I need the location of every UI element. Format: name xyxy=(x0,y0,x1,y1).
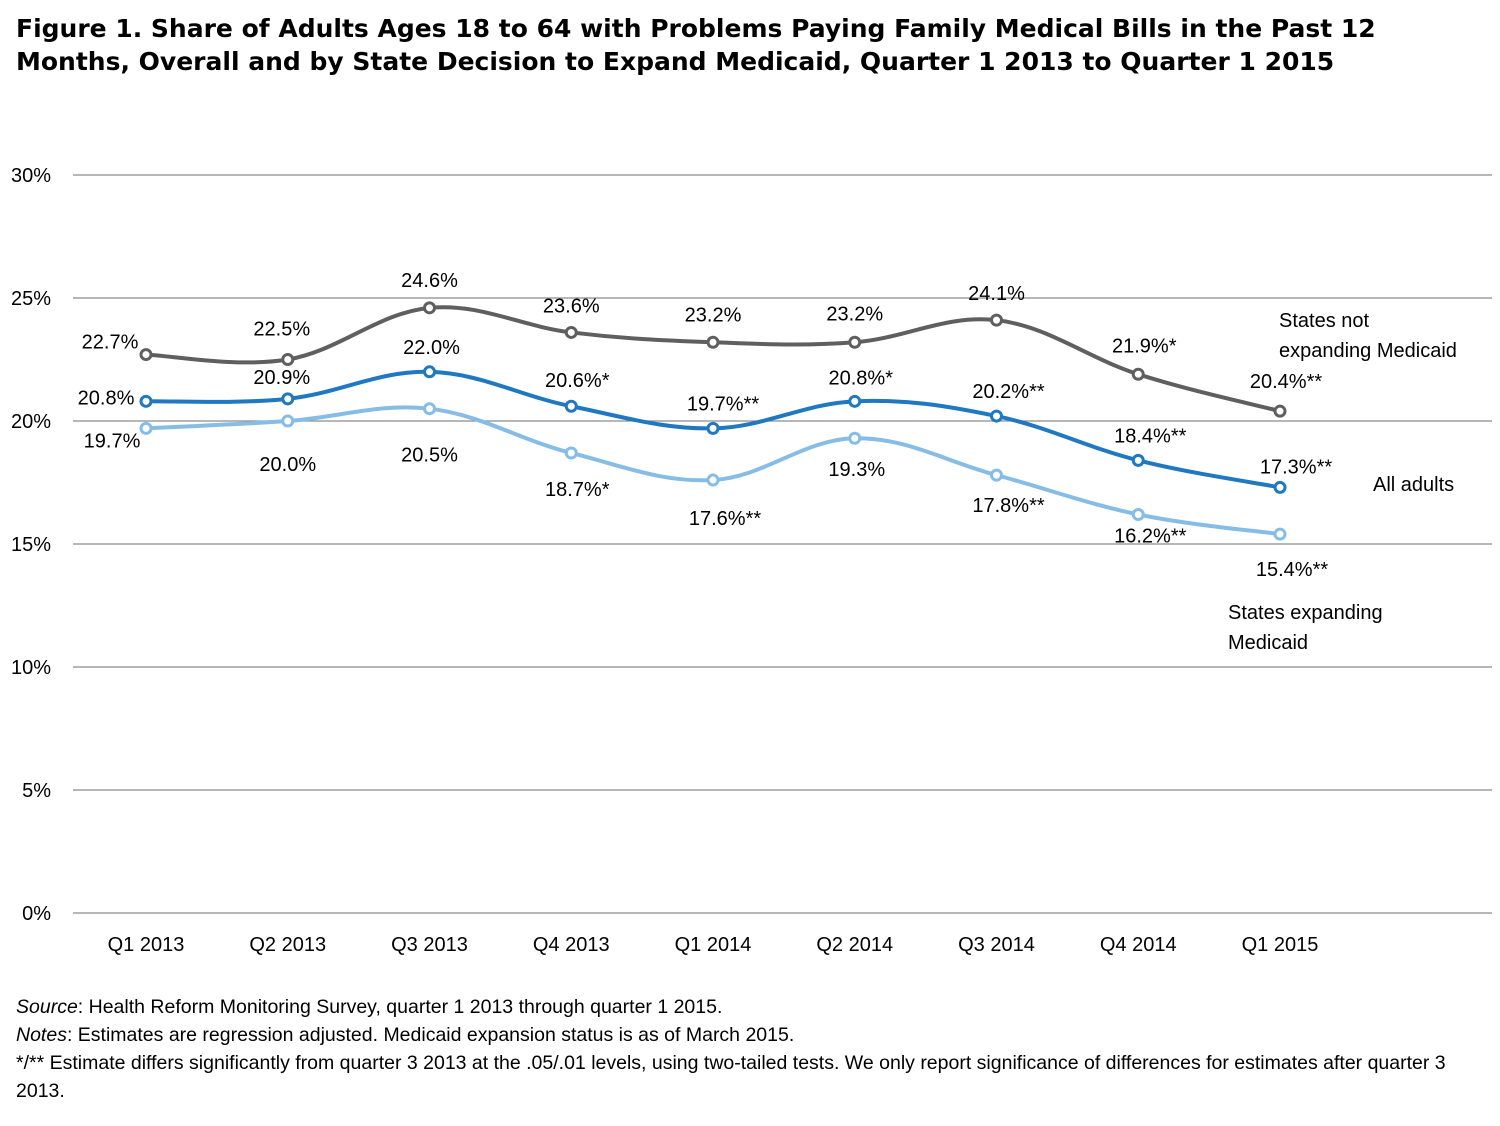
data-label-expanding: 19.3% xyxy=(828,459,885,481)
data-point-all_adults xyxy=(848,394,862,408)
data-label-expanding: 20.5% xyxy=(401,445,458,467)
data-point-expanding xyxy=(139,421,153,435)
y-tick-label: 0% xyxy=(22,903,51,925)
data-label-all_adults: 19.7%** xyxy=(687,393,759,415)
data-point-all_adults xyxy=(706,421,720,435)
data-label-not_expanding: 23.6% xyxy=(543,295,600,317)
x-tick-label: Q3 2013 xyxy=(391,934,468,956)
source-label: Source xyxy=(16,996,78,1018)
data-label-all_adults: 20.8%* xyxy=(829,367,894,389)
notes-line: Notes: Estimates are regression adjusted… xyxy=(16,1021,1486,1049)
data-point-all_adults xyxy=(1273,480,1287,494)
data-point-all_adults xyxy=(139,394,153,408)
data-point-not_expanding xyxy=(139,348,153,362)
x-tick-label: Q3 2014 xyxy=(958,934,1035,956)
x-tick-label: Q1 2013 xyxy=(108,934,185,956)
data-label-expanding: 15.4%** xyxy=(1256,559,1328,581)
y-tick-label: 25% xyxy=(11,288,51,310)
y-tick-label: 20% xyxy=(11,411,51,433)
data-point-expanding xyxy=(564,446,578,460)
data-point-not_expanding xyxy=(990,313,1003,327)
data-label-expanding: 17.6%** xyxy=(689,508,761,530)
data-point-expanding xyxy=(706,473,720,487)
data-point-not_expanding xyxy=(423,301,436,315)
y-tick-label: 15% xyxy=(11,534,51,556)
data-point-not_expanding xyxy=(1131,367,1145,381)
data-point-expanding xyxy=(990,468,1003,482)
y-tick-label: 10% xyxy=(11,657,51,679)
data-label-all_adults: 22.0% xyxy=(403,337,460,359)
data-label-expanding: 17.8%** xyxy=(972,495,1044,517)
source-note: Source: Health Reform Monitoring Survey,… xyxy=(16,993,1486,1021)
x-tick-label: Q1 2014 xyxy=(675,934,752,956)
data-point-expanding xyxy=(423,402,436,416)
data-label-expanding: 18.7%* xyxy=(545,479,610,501)
data-label-all_adults: 18.4%** xyxy=(1114,425,1186,447)
series-label-expanding: States expanding xyxy=(1228,602,1383,624)
data-point-not_expanding xyxy=(848,335,862,349)
data-label-all_adults: 20.9% xyxy=(253,367,310,389)
data-label-not_expanding: 20.4%** xyxy=(1250,371,1322,393)
data-point-not_expanding xyxy=(564,325,578,339)
x-tick-label: Q2 2014 xyxy=(816,934,893,956)
source-text: : Health Reform Monitoring Survey, quart… xyxy=(77,996,723,1018)
data-label-not_expanding: 23.2% xyxy=(826,303,883,325)
data-label-expanding: 20.0% xyxy=(259,454,316,476)
data-label-expanding: 19.7% xyxy=(84,430,141,452)
data-point-expanding xyxy=(848,431,862,445)
data-label-not_expanding: 21.9%* xyxy=(1112,335,1177,357)
data-label-all_adults: 20.6%* xyxy=(545,370,610,392)
notes-label: Notes xyxy=(16,1024,67,1046)
x-tick-label: Q4 2013 xyxy=(533,934,610,956)
data-point-not_expanding xyxy=(706,335,720,349)
y-tick-label: 5% xyxy=(22,780,51,802)
data-label-all_adults: 20.2%** xyxy=(972,381,1044,403)
chart-notes: Source: Health Reform Monitoring Survey,… xyxy=(16,993,1486,1105)
x-tick-label: Q4 2014 xyxy=(1100,934,1177,956)
data-point-expanding xyxy=(281,414,295,428)
data-point-all_adults xyxy=(423,365,436,379)
data-point-all_adults xyxy=(564,399,578,413)
significance-note: */** Estimate differs significantly from… xyxy=(16,1052,1446,1102)
x-tick-label: Q2 2013 xyxy=(249,934,326,956)
notes-text: : Estimates are regression adjusted. Med… xyxy=(66,1024,795,1046)
data-label-all_adults: 17.3%** xyxy=(1260,456,1332,478)
x-tick-label: Q1 2015 xyxy=(1242,934,1319,956)
figure-title: Figure 1. Share of Adults Ages 18 to 64 … xyxy=(16,14,1376,76)
data-label-not_expanding: 22.5% xyxy=(253,319,310,341)
data-point-expanding xyxy=(1273,527,1287,541)
data-label-all_adults: 20.8% xyxy=(78,387,135,409)
data-label-expanding: 16.2%** xyxy=(1114,525,1186,547)
series-label-not_expanding: States not xyxy=(1279,310,1370,332)
data-point-all_adults xyxy=(281,392,295,406)
data-label-not_expanding: 22.7% xyxy=(82,332,139,354)
series-label-expanding: Medicaid xyxy=(1228,632,1308,654)
series-label-all_adults: All adults xyxy=(1373,474,1454,496)
data-point-not_expanding xyxy=(1273,404,1287,418)
data-label-not_expanding: 23.2% xyxy=(685,304,742,326)
data-point-all_adults xyxy=(990,409,1003,423)
data-label-not_expanding: 24.6% xyxy=(401,270,458,292)
data-point-all_adults xyxy=(1131,453,1145,467)
y-tick-label: 30% xyxy=(11,165,51,187)
series-label-not_expanding: expanding Medicaid xyxy=(1279,340,1457,362)
data-label-not_expanding: 24.1% xyxy=(968,283,1025,305)
data-point-not_expanding xyxy=(281,353,295,366)
data-point-expanding xyxy=(1131,507,1145,521)
